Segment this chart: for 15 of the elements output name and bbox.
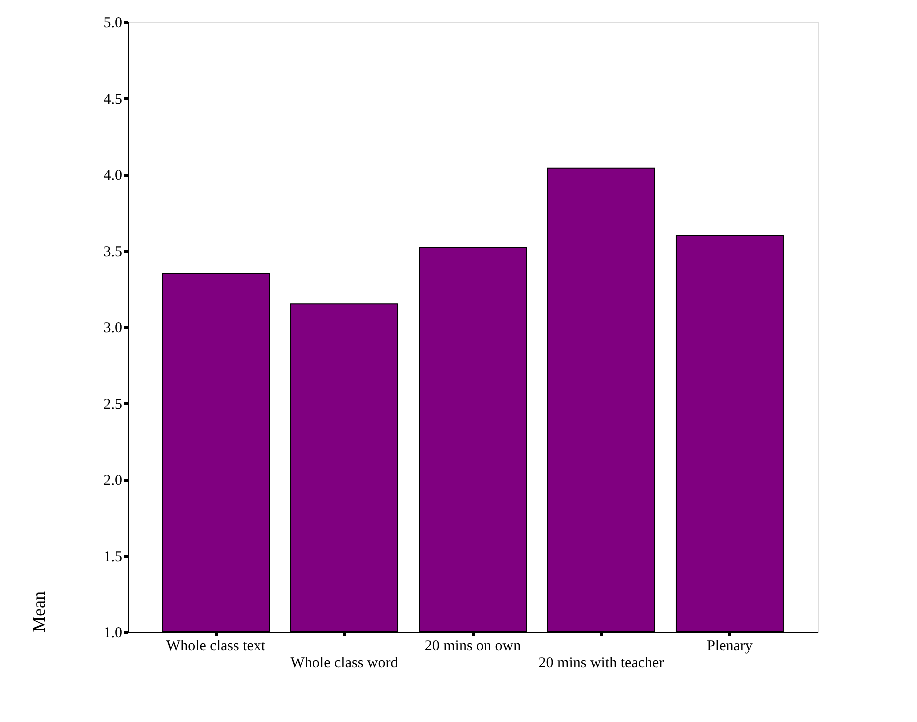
x-tick-label: Whole class word <box>290 656 399 672</box>
y-tick-label: 3.0 <box>104 320 122 336</box>
x-tick-label: 20 mins on own <box>424 638 522 654</box>
y-tick-label: 4.0 <box>104 168 122 184</box>
y-tick-label: 3.5 <box>104 244 122 260</box>
y-tick-label: 1.0 <box>104 626 122 642</box>
y-tick-label: 4.5 <box>104 92 122 108</box>
x-tick-label: Plenary <box>707 638 754 654</box>
y-axis-title: Mean <box>28 592 49 632</box>
x-tick-label: Whole class text <box>166 638 266 654</box>
y-tick-label: 2.0 <box>104 473 122 489</box>
x-tick-label: 20 mins with teacher <box>538 656 664 672</box>
y-tick-label: 1.5 <box>104 549 122 566</box>
y-tick-label: 2.5 <box>104 396 122 413</box>
y-tick-label: 5.0 <box>104 16 122 32</box>
